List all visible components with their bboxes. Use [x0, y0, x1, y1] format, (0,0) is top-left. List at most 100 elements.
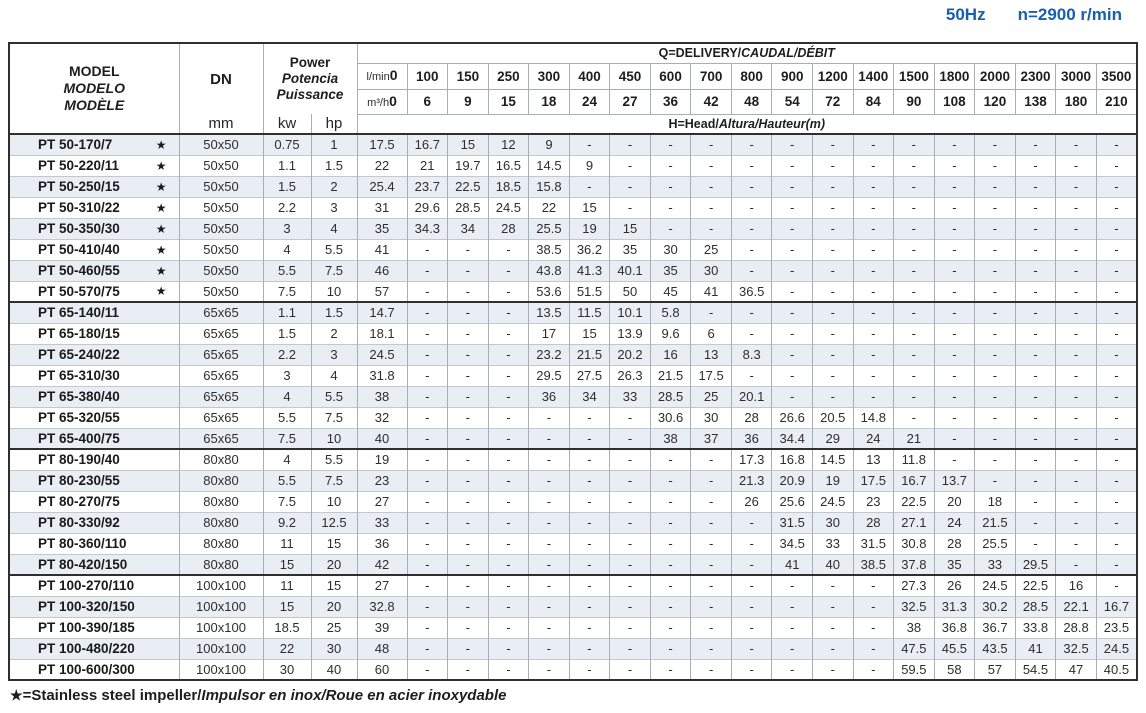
hp-cell: 1.5 — [311, 301, 358, 323]
head-value-cell: 35 — [934, 553, 976, 575]
head-value-cell: - — [812, 616, 854, 638]
model-cell: PT 80-330/92 — [9, 511, 180, 533]
head-value-cell: - — [407, 322, 449, 344]
hp-cell: 3 — [311, 196, 358, 218]
head-value-cell: - — [609, 196, 651, 218]
head-value-cell: 59.5 — [893, 658, 935, 680]
head-value-cell: 25.4 — [357, 175, 408, 197]
head-value-cell: 53.6 — [528, 280, 570, 302]
hp-cell: 15 — [311, 532, 358, 554]
head-value-cell: 36.2 — [569, 238, 611, 260]
speed-label: n=2900 r/min — [1017, 5, 1122, 24]
stainless-star-icon: ★ — [155, 242, 167, 257]
lmin-col-header: 3000 — [1055, 63, 1097, 90]
head-value-cell: - — [974, 217, 1016, 239]
head-value-cell: - — [934, 280, 976, 302]
head-value-cell: - — [650, 553, 692, 575]
head-value-cell: - — [974, 343, 1016, 365]
head-value-cell: - — [1055, 196, 1097, 218]
model-wrap: PT 65-180/15 — [10, 326, 178, 341]
hp-cell: 2 — [311, 322, 358, 344]
head-value-cell: - — [528, 553, 570, 575]
lmin-col-header: 1400 — [853, 63, 895, 90]
footnote-en: =Stainless steel impeller/ — [22, 687, 202, 704]
head-value-cell: - — [609, 574, 651, 596]
table-row: PT 80-230/55 80x80 5.5 7.5 23- - - - - - - -21.3 20.… — [9, 469, 1138, 491]
head-value-cell: - — [488, 658, 530, 680]
head-value-cell: - — [1055, 154, 1097, 176]
head-value-cell: - — [1096, 469, 1138, 491]
head-value-cell: 28 — [488, 217, 530, 239]
head-value-cell: 16 — [1055, 574, 1097, 596]
head-value-cell: - — [488, 259, 530, 281]
head-value-cell: - — [934, 406, 976, 428]
head-value-cell: 13.9 — [609, 322, 651, 344]
dn-cell: 100x100 — [179, 637, 264, 659]
model-wrap: PT 65-240/22 — [10, 347, 178, 362]
head-value-cell: - — [488, 553, 530, 575]
head-value-cell: - — [934, 343, 976, 365]
model-name: PT 65-310/30 — [38, 368, 120, 383]
head-value-cell: - — [528, 427, 570, 449]
head-value-cell: - — [893, 322, 935, 344]
power-label-es: Potencia — [281, 71, 339, 86]
head-value-cell: - — [650, 574, 692, 596]
lmin-col-header: 700 — [690, 63, 732, 90]
head-value-cell: 29.5 — [528, 364, 570, 386]
head-value-cell: - — [731, 238, 773, 260]
head-value-cell: - — [1096, 133, 1138, 155]
head-value-cell: - — [731, 658, 773, 680]
head-value-cell: - — [569, 469, 611, 491]
model-cell: PT 50-350/30 ★ — [9, 217, 180, 239]
m3h-zero: 0 — [389, 92, 397, 109]
head-value-cell: 41.3 — [569, 259, 611, 281]
dn-cell: 50x50 — [179, 217, 264, 239]
head-value-cell: 38 — [893, 616, 935, 638]
head-value-cell: - — [812, 133, 854, 155]
head-value-cell: - — [407, 616, 449, 638]
head-value-cell: - — [650, 490, 692, 512]
head-value-cell: 17.5 — [690, 364, 732, 386]
head-value-cell: - — [731, 217, 773, 239]
model-name: PT 100-320/150 — [38, 599, 135, 614]
dn-cell: 65x65 — [179, 364, 264, 386]
kw-cell: 18.5 — [263, 616, 312, 638]
lmin-col-header: 900 — [771, 63, 813, 90]
head-value-cell: 28.5 — [1015, 595, 1057, 617]
head-value-cell: 16.7 — [407, 133, 449, 155]
head-value-cell: - — [407, 658, 449, 680]
hp-cell: 20 — [311, 553, 358, 575]
head-value-cell: - — [650, 217, 692, 239]
head-value-cell: - — [1096, 553, 1138, 575]
head-value-cell: - — [650, 175, 692, 197]
head-value-cell: 21.5 — [569, 343, 611, 365]
kw-cell: 1.5 — [263, 175, 312, 197]
head-value-cell: 31 — [357, 196, 408, 218]
head-value-cell: 36 — [731, 427, 773, 449]
hp-cell: 12.5 — [311, 511, 358, 533]
head-value-cell: - — [893, 406, 935, 428]
head-value-cell: - — [974, 238, 1016, 260]
head-value-cell: 54.5 — [1015, 658, 1057, 680]
head-value-cell: - — [488, 511, 530, 533]
model-name: PT 50-220/11 — [38, 158, 120, 173]
m3h-col-header: 90 — [893, 89, 935, 115]
head-value-cell: - — [609, 427, 651, 449]
model-cell: PT 65-240/22 — [9, 343, 180, 365]
head-value-cell: - — [853, 637, 895, 659]
dn-cell: 100x100 — [179, 658, 264, 680]
m3h-col-header: 72 — [812, 89, 854, 115]
head-value-cell: - — [771, 154, 813, 176]
head-value-cell: - — [569, 511, 611, 533]
head-value-cell: 30.8 — [893, 532, 935, 554]
frequency-speed-note: 50Hz n=2900 r/min — [946, 5, 1122, 25]
head-value-cell: - — [731, 154, 773, 176]
m3h-col-header: 54 — [771, 89, 813, 115]
head-value-cell: - — [1055, 175, 1097, 197]
head-value-cell: - — [771, 238, 813, 260]
head-value-cell: - — [1015, 322, 1057, 344]
head-value-cell: - — [1055, 406, 1097, 428]
head-value-cell: - — [1096, 574, 1138, 596]
head-value-cell: 28 — [731, 406, 773, 428]
model-cell: PT 65-320/55 — [9, 406, 180, 428]
